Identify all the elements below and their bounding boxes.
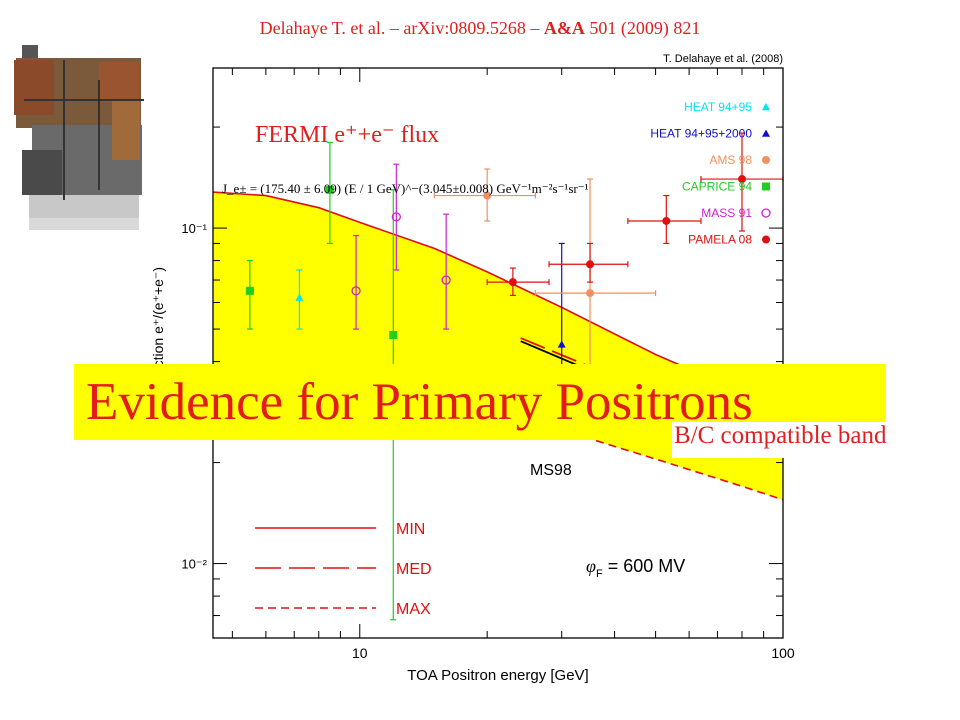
- data-point-heat-94-95: [295, 293, 304, 301]
- legend-marker-caprice-94: [762, 182, 770, 191]
- data-point-caprice-94: [245, 286, 254, 295]
- citation-suffix: 501 (2009) 821: [584, 18, 701, 38]
- line-legend-label-med: MED: [396, 561, 432, 578]
- phi-symbol: φ: [586, 556, 596, 576]
- citation-prefix: Delahaye T. et al. – arXiv:0809.5268 –: [259, 18, 544, 38]
- data-point-ams-98: [483, 191, 492, 200]
- legend-label-pamela-08: PAMELA 08: [688, 233, 752, 247]
- line-legend-label-min: MIN: [396, 521, 425, 538]
- y-tick-label: 10⁻¹: [181, 221, 207, 236]
- phi-label: φF = 600 MV: [586, 556, 685, 580]
- data-point-mass-91: [351, 286, 361, 296]
- legend-marker-ams-98: [762, 156, 770, 164]
- data-point-ams-98: [586, 289, 595, 298]
- chart-credit: T. Delahaye et al. (2008): [663, 53, 783, 65]
- legend-marker-heat-94-95: [762, 103, 770, 111]
- banner-title: Evidence for Primary Positrons: [86, 373, 753, 431]
- legend-label-mass-91: MASS 91: [701, 206, 752, 220]
- x-axis-label: TOA Positron energy [GeV]: [407, 667, 588, 684]
- data-point-mass-91: [391, 212, 401, 222]
- data-point-pamela-08: [508, 278, 517, 287]
- phi-value: = 600 MV: [603, 556, 686, 576]
- x-tick-label: 100: [771, 645, 795, 661]
- line-legend-label-max: MAX: [396, 601, 431, 618]
- flux-formula: J_e± = (175.40 ± 6.09) (E / 1 GeV)^−(3.0…: [222, 181, 589, 196]
- y-tick-label: 10⁻²: [181, 557, 207, 572]
- satellite-icon: [14, 45, 144, 230]
- x-tick-label: 10: [352, 645, 368, 661]
- legend-marker-mass-91: [761, 208, 771, 218]
- citation-journal: A&A: [543, 18, 585, 38]
- data-point-pamela-08: [737, 175, 746, 184]
- phi-sub: F: [596, 568, 603, 580]
- data-point-pamela-08: [662, 216, 671, 225]
- legend-marker-heat-94-95-2000: [762, 129, 770, 137]
- line-legend: MIN MED MAX: [255, 521, 432, 618]
- data-point-heat-94-95-2000: [557, 340, 566, 348]
- tick-layer: 10 100 10⁻² 10⁻¹: [181, 68, 795, 661]
- citation-header: Delahaye T. et al. – arXiv:0809.5268 – A…: [0, 18, 960, 39]
- legend-marker-pamela-08: [762, 235, 770, 244]
- data-point-caprice-94: [389, 331, 398, 340]
- plot-frame: [212, 67, 784, 639]
- data-point-caprice-94: [325, 185, 334, 194]
- legend: HEAT 94+95 HEAT 94+95+2000 AMS 98 CAPRICE 9…: [650, 100, 771, 247]
- curve-label-ms98: MS98: [530, 462, 572, 479]
- legend-label-heat-94-95: HEAT 94+95: [684, 100, 752, 114]
- legend-label-heat-94-95-2000: HEAT 94+95+2000: [650, 127, 752, 141]
- legend-label-caprice-94: CAPRICE 94: [682, 180, 752, 194]
- data-point-mass-91: [441, 275, 451, 285]
- data-point-pamela-08: [586, 260, 595, 269]
- chart-title: FERMI e⁺+e⁻ flux: [255, 122, 439, 148]
- band-label-text: B/C compatible band: [674, 422, 887, 449]
- legend-label-ams-98: AMS 98: [709, 153, 752, 167]
- band-label: B/C compatible band: [672, 422, 934, 458]
